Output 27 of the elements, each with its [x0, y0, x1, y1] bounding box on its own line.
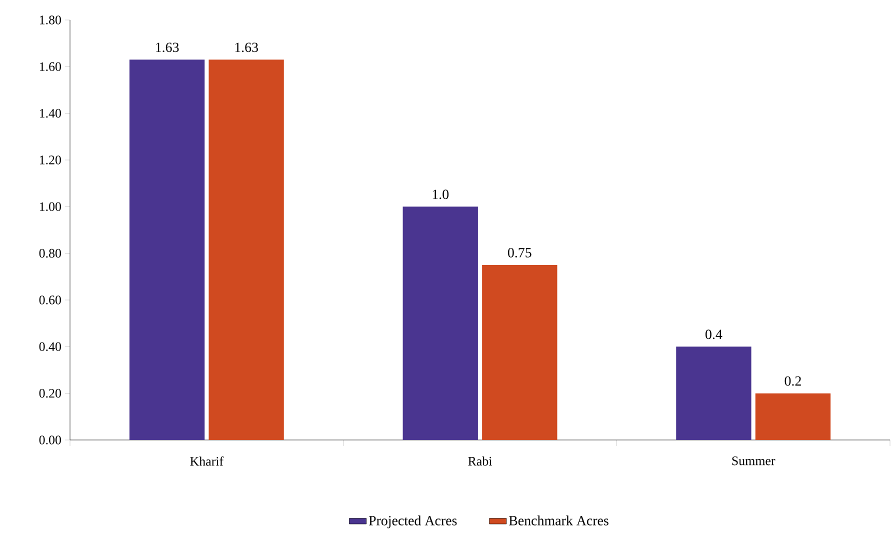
legend-label: Projected Acres	[368, 516, 457, 528]
data-label: 0.2	[784, 376, 801, 386]
data-label: 0.75	[508, 248, 532, 258]
y-tick-label: 1.20	[40, 156, 61, 164]
y-tick-label: 0.60	[39, 296, 61, 304]
y-tick-label: 1.60	[40, 62, 61, 72]
data-label: 1.0	[432, 190, 449, 200]
data-label: 1.63	[235, 42, 258, 52]
x-tick-label: Kharif	[190, 456, 224, 466]
y-tick-label: 0.00	[39, 436, 61, 444]
bar	[208, 60, 284, 440]
legend-label: Benchmark Acres	[509, 516, 608, 526]
y-tick-label: 1.80	[40, 16, 61, 24]
y-tick-label: 0.80	[39, 248, 61, 258]
bar	[676, 346, 752, 440]
data-label: 0.4	[706, 330, 722, 340]
x-tick-label: Summer	[732, 456, 776, 466]
bar	[755, 393, 831, 440]
y-tick-label: 0.20	[39, 388, 61, 398]
bar	[129, 60, 205, 440]
y-tick-label: 1.00	[40, 202, 61, 212]
bar	[482, 264, 558, 440]
x-tick-label: Rabi	[468, 456, 492, 466]
data-label: 1.63	[156, 42, 179, 52]
y-tick-label: 0.40	[39, 342, 61, 352]
y-tick-label: 1.40	[40, 108, 61, 118]
bar	[402, 206, 478, 440]
